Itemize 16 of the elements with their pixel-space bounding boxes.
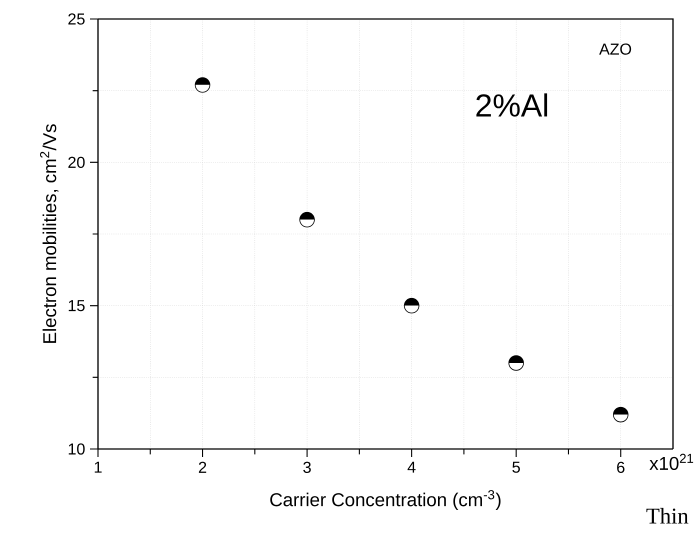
y-tick-label: 15 (68, 300, 85, 312)
x-tick-label: 5 (512, 462, 520, 473)
x-tick-label: 6 (617, 462, 624, 473)
x-tick-label: 4 (408, 462, 416, 473)
annotation: AZO (599, 43, 632, 55)
y-tick-label: 10 (68, 443, 85, 455)
text: Thin (646, 508, 688, 524)
y-tick-label: 25 (68, 13, 85, 25)
x-tick-label: 1 (94, 462, 102, 473)
text: x10$^{21}$ (649, 454, 694, 470)
annotation: 2%Al (476, 93, 548, 117)
y-tick-label: 20 (68, 156, 85, 168)
x-tick-label: 3 (303, 462, 311, 473)
x-axis-title: Carrier Concentration (cm$^{-3}$) (270, 490, 501, 510)
x-tick-label: 2 (198, 462, 206, 473)
y-axis-title: Electron mobilities, cm$^{2}$/Vs (40, 124, 58, 343)
